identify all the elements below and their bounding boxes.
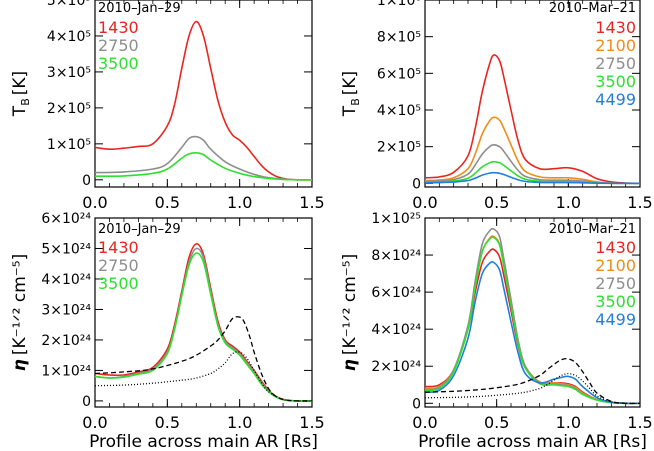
legend-entry-3500: 3500 [98,54,139,73]
y-tick-label: 2×10⁵ [377,140,421,156]
legend-entry-1430: 1430 [98,18,139,37]
y-tick-label: 4×10²⁴ [41,272,91,288]
series-line-4499 [425,171,640,185]
y-tick-label: 0 [412,396,421,412]
legend-entry-1430: 1430 [98,238,139,257]
series-line-dashed [95,316,312,402]
plot-frame [94,217,313,408]
legend-entry-1430: 1430 [595,238,636,257]
plot-frame [424,0,641,188]
panel-eta-mar21: 0.0 0.5 1.0 1.5 0 2×10²⁴ 4×10²⁴ 6×10²⁴ 8×10²⁴ 1×1… [340,211,653,451]
x-tick-label: 1.0 [556,413,581,432]
series-line-1430 [425,54,640,185]
y-tick-label: 2×10⁵ [47,101,91,117]
legend-entry-2100: 2100 [595,36,636,55]
legend-entry-2750: 2750 [595,274,636,293]
date-label: 2010–Jan–29 [98,222,181,237]
y-tick-label: 0 [82,394,91,410]
legend-entry-2750: 2750 [98,256,139,275]
y-axis-label-unit: [K⁻¹ᐟ² cm⁻⁵] [10,254,30,355]
x-tick-label: 0.0 [82,193,107,212]
legend-entry-2750: 2750 [595,54,636,73]
y-axis-label-unit: [K⁻¹ᐟ² cm⁻⁵] [340,254,360,355]
x-tick-label: 1.5 [299,413,324,432]
y-tick-label: 1×10²⁴ [41,363,91,379]
legend-entry-4499: 4499 [595,310,636,329]
x-tick-label: 0.0 [82,413,107,432]
y-tick-label: 3×10⁵ [47,65,91,81]
x-tick-label: 1.5 [299,193,324,212]
series-line-dashed [425,357,640,405]
y-tick-label: 1×10⁶ [377,0,421,9]
x-axis-label: Profile across main AR [Rs] [89,432,318,451]
y-axis-label-symbol: T [340,105,360,117]
panel-eta-jan29: 0.0 0.5 1.0 1.5 0 1×10²⁴ 2×10²⁴ 3×10²⁴ 4×10²⁴ 5×1… [10,211,325,451]
y-axis-label-unit: [K] [340,71,360,95]
y-axis-label-subscript: B [349,98,362,106]
series-line-3500 [425,236,640,405]
series-line-1430 [95,20,312,181]
series-line-2100 [425,116,640,185]
y-tick-label: 6×10²⁴ [41,211,91,227]
y-tick-label: 8×10²⁴ [371,248,421,264]
panel-tb-jan29: 0.0 0.5 1.0 1.5 0 1×10⁵ 2×10⁵ 3×10⁵ 4×10⁵ 5×10⁵ TB… [10,0,325,212]
legend-entry-1430: 1430 [595,18,636,37]
y-tick-label: 3×10²⁴ [41,302,91,318]
panel-tb-mar21: 0.0 0.5 1.0 1.5 0 2×10⁵ 4×10⁵ 6×10⁵ 8×10⁵ 1×10⁶ TB… [340,0,653,212]
legend-entry-2100: 2100 [595,256,636,275]
legend-entry-3500: 3500 [595,72,636,91]
x-tick-label: 1.0 [227,413,252,432]
y-tick-label: 6×10²⁴ [371,285,421,301]
x-axis-label: Profile across main AR [Rs] [418,432,647,451]
legend-entry-2750: 2750 [98,36,139,55]
y-tick-label: 5×10⁵ [47,0,91,9]
y-axis-label-symbol: η [10,359,30,371]
y-tick-label: 2×10²⁴ [41,333,91,349]
y-tick-label: 0 [82,173,91,189]
plot-frame [424,217,641,408]
y-tick-label: 5×10²⁴ [41,241,91,257]
x-tick-label: 0.5 [484,193,509,212]
y-axis-label-subscript: B [19,98,32,106]
y-axis-label-symbol: η [340,359,360,371]
y-tick-label: 1×10²⁵ [371,211,421,227]
x-tick-label: 1.0 [556,193,581,212]
x-tick-label: 0.5 [155,413,180,432]
x-tick-label: 0.5 [155,193,180,212]
legend-entry-3500: 3500 [595,292,636,311]
y-tick-label: 6×10⁵ [377,66,421,82]
y-axis-label: η [K⁻¹ᐟ² cm⁻⁵] [10,254,30,371]
y-tick-label: 4×10²⁴ [371,322,421,338]
y-tick-label: 1×10⁵ [47,137,91,153]
y-tick-label: 2×10²⁴ [371,359,421,375]
date-label: 2010–Mar–21 [549,222,636,237]
series-line-2750 [95,135,312,181]
date-label: 2010–Mar–21 [549,1,636,16]
y-tick-label: 0 [412,176,421,192]
y-tick-label: 4×10⁵ [377,103,421,119]
y-axis-label: TB [K] [10,71,32,117]
y-axis-label-unit: [K] [10,71,30,95]
y-axis-label-symbol: T [10,105,30,117]
legend-entry-3500: 3500 [98,274,139,293]
legend-entry-4499: 4499 [595,90,636,109]
plot-frame [94,0,313,188]
x-tick-label: 1.5 [627,193,652,212]
x-tick-label: 1.5 [627,413,652,432]
series-line-3500 [95,151,312,181]
y-tick-label: 8×10⁵ [377,30,421,46]
series-line-4499 [425,261,640,405]
x-tick-label: 0.0 [412,413,437,432]
x-tick-label: 0.5 [484,413,509,432]
y-axis-label: η [K⁻¹ᐟ² cm⁻⁵] [340,254,360,371]
x-tick-label: 1.0 [227,193,252,212]
series-line-2750 [425,143,640,185]
y-tick-label: 4×10⁵ [47,29,91,45]
x-tick-label: 0.0 [412,193,437,212]
series-line-dotted [425,372,640,405]
y-axis-label: TB [K] [340,71,362,117]
date-label: 2010–Jan–29 [98,1,181,16]
